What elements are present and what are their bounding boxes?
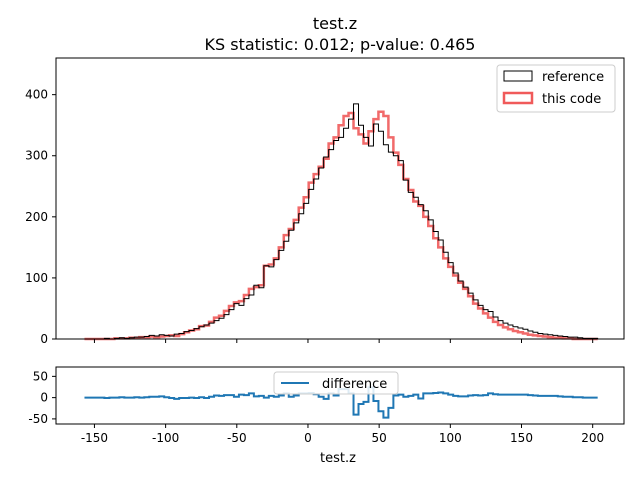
difference-legend-box — [273, 371, 399, 395]
y-tick-label: 300 — [25, 149, 48, 163]
y-tick-label: 0 — [40, 332, 48, 346]
y-tick-label: 50 — [33, 369, 48, 383]
legend-label-this-code: this code — [542, 92, 601, 107]
legend-swatch-reference — [503, 70, 533, 82]
chart-subtitle: KS statistic: 0.012; p-value: 0.465 — [205, 35, 476, 54]
difference-y-axis: -50 0 50 — [28, 369, 56, 426]
chart-title: test.z — [313, 14, 357, 33]
histogram-legend-box — [496, 64, 616, 113]
series-line-this-code — [84, 110, 598, 341]
legend-label-reference: reference — [542, 70, 604, 85]
histogram-frame — [55, 57, 625, 340]
x-tick-label: 100 — [439, 431, 462, 445]
x-tick-label: 150 — [510, 431, 533, 445]
difference-panel: -50 0 50 -150 -100 -50 0 50 100 150 200 differenc… — [28, 366, 625, 466]
difference-x-axis: -150 -100 -50 0 50 100 150 200 — [81, 424, 604, 445]
histogram-y-axis: 0 100 200 300 400 — [25, 88, 594, 346]
x-tick-label: -100 — [152, 431, 179, 445]
x-tick-label: 200 — [581, 431, 604, 445]
legend-label-difference: difference — [322, 377, 387, 392]
x-tick-label: 50 — [372, 431, 387, 445]
y-tick-label: 0 — [40, 391, 48, 405]
y-tick-label: -50 — [28, 412, 48, 426]
difference-legend: difference — [273, 371, 399, 395]
x-tick-label: 0 — [304, 431, 312, 445]
x-tick-label: -50 — [227, 431, 247, 445]
x-axis-label: test.z — [320, 451, 356, 466]
y-tick-label: 400 — [25, 88, 48, 102]
legend-swatch-this-code — [502, 91, 534, 105]
y-tick-label: 100 — [25, 271, 48, 285]
x-tick-label: -150 — [81, 431, 108, 445]
histogram-legend: reference this code — [496, 64, 616, 113]
y-tick-label: 200 — [25, 210, 48, 224]
difference-frame — [55, 366, 625, 425]
histogram-panel: 0 100 200 300 400 reference this code — [25, 57, 625, 346]
series-line-reference — [84, 103, 608, 340]
histogram-plot-area — [84, 103, 608, 341]
